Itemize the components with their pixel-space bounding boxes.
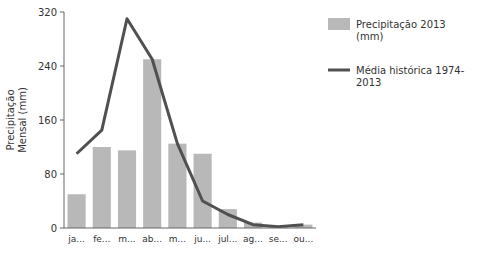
line [77,19,304,227]
y-tick-label: 160 [38,115,57,126]
y-tick [60,120,64,121]
plot-area [68,19,313,228]
bar [68,194,86,228]
legend-label: Média histórica 1974-2013 [356,65,465,88]
legend-swatch [328,18,350,30]
x-tick-label: m... [118,234,135,244]
x-tick-label: ja... [67,234,85,244]
x-tick-label: se... [269,234,288,244]
x-tick-label: ab... [142,234,162,244]
text-line: Mensal (mm) [17,87,28,153]
y-tick-label: 240 [38,61,57,72]
bar [194,154,212,228]
text-line: Precipitação [5,89,16,150]
legend-swatch [328,69,350,72]
text-line: (mm) [356,31,383,42]
y-tick [60,66,64,67]
x-tick-label: fe... [93,234,110,244]
y-tick [60,228,64,229]
bar [118,150,136,228]
x-tick-label: ju... [193,234,211,244]
y-tick-label: 0 [51,223,57,234]
chart: 0 80 160 240 320 ja... fe... m... ab... m... ju...… [0,0,486,261]
y-tick-label: 80 [44,169,57,180]
x-tick-label: jul... [217,234,237,244]
bar [93,147,111,228]
x-tick-label: m... [169,234,186,244]
text-line: Média histórica 1974- [356,65,465,76]
y-axis-label: PrecipitaçãoMensal (mm) [5,87,28,153]
legend-label: Precipitação 2013(mm) [356,19,446,42]
y-tick-label: 320 [38,7,57,18]
text-line: 2013 [356,77,381,88]
y-tick [60,174,64,175]
legend: Precipitação 2013(mm) Média histórica 197… [328,18,465,88]
x-tick-label: ou... [294,234,314,244]
text-line: Precipitação 2013 [356,19,446,30]
chart-container: 0 80 160 240 320 ja... fe... m... ab... m... ju...… [0,0,486,261]
x-axis-line [64,228,316,229]
y-tick [60,12,64,13]
x-tick-label: ag... [243,234,263,244]
